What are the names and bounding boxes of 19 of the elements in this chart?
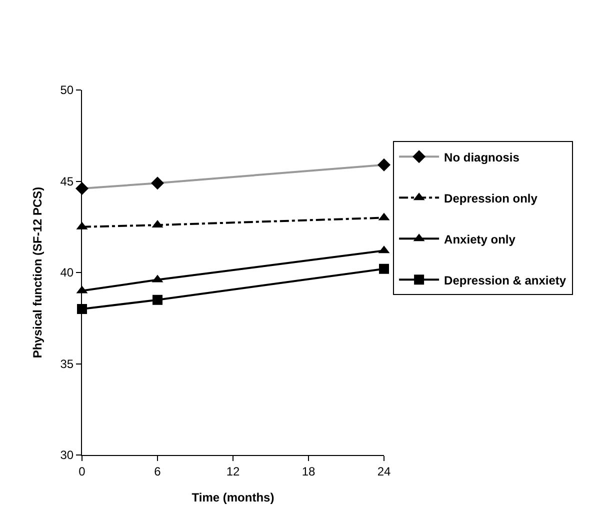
legend-label: Depression & anxiety [444, 273, 566, 288]
point [379, 264, 389, 274]
y-axis-title: Physical function (SF-12 PCS) [30, 186, 45, 358]
x-tick-label: 12 [226, 464, 240, 478]
y-tick-label: 45 [60, 174, 74, 188]
legend-label: Anxiety only [444, 232, 516, 246]
y-tick-label: 30 [60, 448, 74, 462]
legend-label: No diagnosis [444, 150, 520, 164]
legend-label: Depression only [444, 191, 538, 206]
point [152, 294, 162, 305]
y-tick-label: 35 [60, 356, 74, 371]
x-tick-label: 18 [302, 464, 316, 478]
x-axis-title: Time (months) [192, 490, 274, 504]
x-tick-label: 0 [78, 464, 86, 478]
x-tick-label: 24 [377, 464, 391, 478]
y-tick-label: 50 [60, 83, 74, 98]
point [77, 304, 87, 314]
x-tick-label: 6 [154, 464, 162, 478]
y-tick-label: 40 [60, 266, 74, 280]
